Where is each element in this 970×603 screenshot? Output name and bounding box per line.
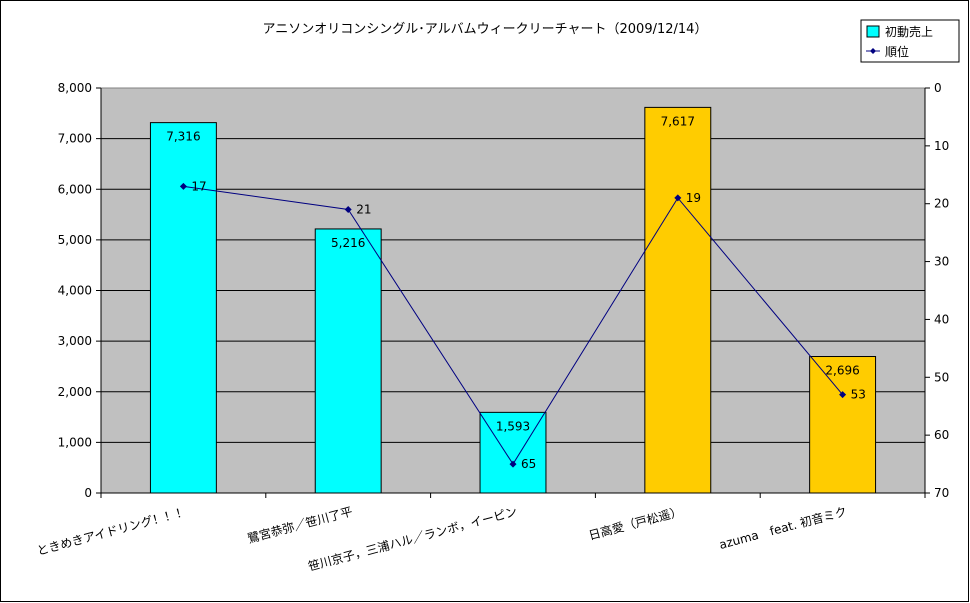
y-left-tick-label: 4,000 — [58, 284, 92, 298]
y-right-tick-label: 60 — [934, 428, 949, 442]
bar — [314, 228, 382, 494]
bar — [479, 411, 547, 494]
y-left-tick-label: 6,000 — [58, 182, 92, 196]
legend-label-bar: 初動売上 — [885, 24, 933, 39]
y-right-tick-label: 0 — [934, 81, 942, 95]
y-right-tick-label: 40 — [934, 312, 949, 326]
bar-value-label: 7,617 — [661, 114, 695, 128]
y-left-tick-label: 1,000 — [58, 435, 92, 449]
bar — [809, 356, 877, 494]
y-left-tick-label: 5,000 — [58, 233, 92, 247]
y-right-tick-label: 20 — [934, 197, 949, 211]
rank-marker — [344, 206, 352, 213]
y-right-tick-label: 10 — [934, 139, 949, 153]
rank-marker — [839, 391, 847, 399]
rank-value-label: 17 — [191, 179, 206, 193]
rank-value-label: 21 — [356, 203, 371, 217]
rank-marker — [509, 460, 517, 468]
chart-title: アニソンオリコンシングル･アルバムウィークリーチャート（2009/12/14） — [263, 22, 708, 37]
bar-value-label: 2,696 — [825, 364, 859, 378]
legend: 初動売上 順位 — [860, 19, 960, 63]
rank-marker — [674, 194, 682, 202]
bar-value-label: 1,593 — [496, 419, 530, 433]
bar — [644, 106, 712, 494]
rank-value-label: 53 — [851, 388, 866, 402]
legend-label-line: 順位 — [885, 44, 909, 59]
bar — [149, 122, 217, 494]
legend-swatch-bar — [866, 25, 880, 38]
bar-value-label: 7,316 — [166, 130, 200, 144]
y-left-tick-label: 3,000 — [58, 334, 92, 348]
y-right-tick-label: 70 — [934, 486, 949, 500]
rank-value-label: 19 — [686, 191, 701, 205]
y-left-tick-label: 8,000 — [58, 81, 92, 95]
y-left-tick-label: 2,000 — [58, 385, 92, 399]
y-left-tick-label: 7,000 — [58, 132, 92, 146]
legend-swatch-marker — [870, 48, 876, 54]
y-left-tick-label: 0 — [84, 486, 92, 500]
rank-value-label: 65 — [521, 457, 536, 471]
y-right-tick-label: 50 — [934, 370, 949, 384]
rank-marker — [179, 182, 187, 190]
bar-value-label: 5,216 — [331, 236, 365, 250]
y-right-tick-label: 30 — [934, 255, 949, 269]
